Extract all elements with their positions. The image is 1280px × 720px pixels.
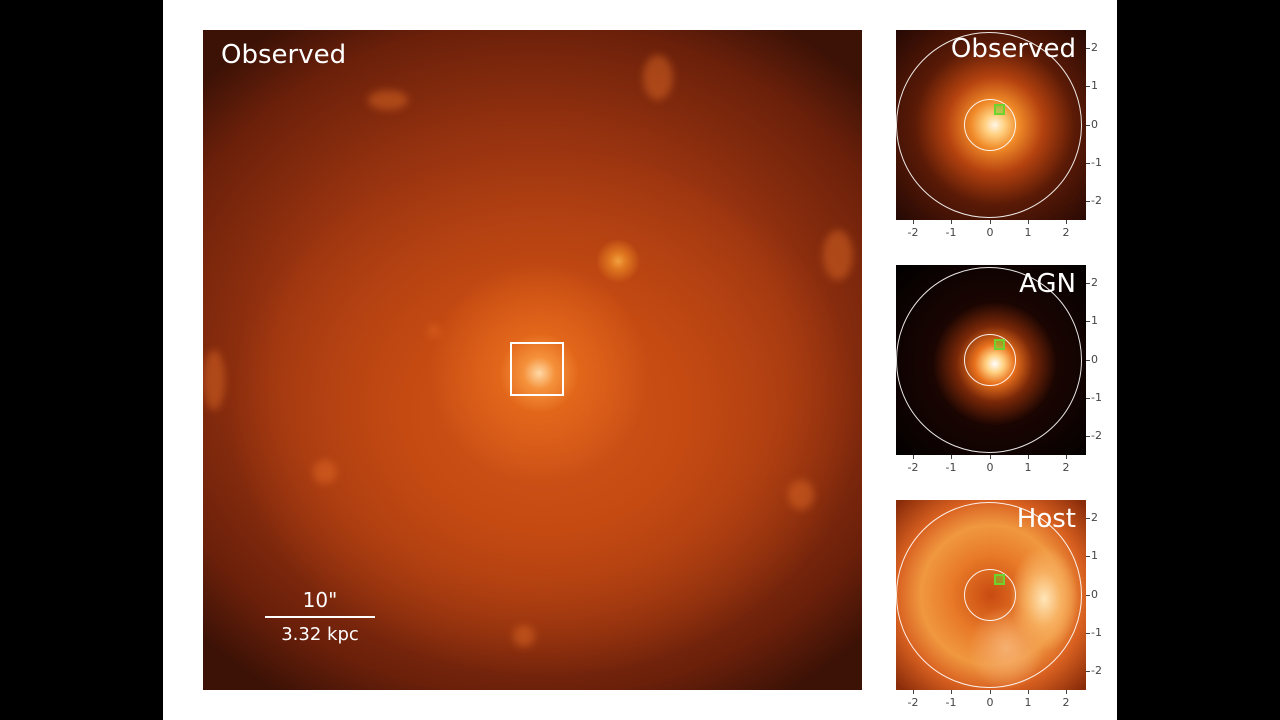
x-tick-mark [1028,690,1029,694]
inset-title: Observed [950,34,1076,64]
y-tick-label: 2 [1091,41,1098,54]
slide: Observed 10" 3.32 kpc Observed AGN Host … [163,0,1117,720]
y-tick-mark [1086,595,1090,596]
x-tick-mark [990,220,991,224]
x-tick-mark [951,455,952,459]
outer-aperture-circle [896,267,1082,453]
x-tick-label: 0 [986,696,994,709]
y-tick-mark [1086,633,1090,634]
y-tick-label: -1 [1091,156,1102,169]
y-tick-mark [1086,671,1090,672]
scale-bar-physical-label: 3.32 kpc [281,624,359,645]
outer-aperture-circle [896,32,1082,218]
marker-square [994,104,1005,115]
x-tick-label: -2 [907,696,919,709]
x-tick-mark [1028,220,1029,224]
inset-observed: Observed [896,30,1086,220]
hii-region [513,625,535,647]
y-tick-label: 0 [1091,353,1098,366]
marker-square [994,574,1005,585]
x-tick-label: 0 [986,226,994,239]
y-tick-label: -2 [1091,664,1102,677]
x-tick-label: -1 [945,226,957,239]
y-tick-label: 1 [1091,314,1098,327]
y-tick-mark [1086,163,1090,164]
x-tick-label: 2 [1062,696,1070,709]
y-tick-mark [1086,518,1090,519]
hii-region [643,55,673,100]
inner-aperture-circle [964,334,1016,386]
y-tick-mark [1086,201,1090,202]
main-panel-title: Observed [221,40,347,70]
x-tick-mark [913,690,914,694]
hii-region [203,350,225,410]
main-galaxy-image: Observed 10" 3.32 kpc [203,30,862,690]
x-tick-label: 1 [1024,461,1032,474]
y-tick-label: -1 [1091,626,1102,639]
inset-host: Host [896,500,1086,690]
inner-aperture-circle [964,99,1016,151]
y-tick-label: 2 [1091,511,1098,524]
x-tick-label: 1 [1024,226,1032,239]
y-tick-mark [1086,321,1090,322]
scale-bar [265,616,375,618]
x-tick-label: 0 [986,461,994,474]
x-tick-mark [951,220,952,224]
hii-region [313,460,337,484]
y-tick-mark [1086,398,1090,399]
inset-title: AGN [1019,269,1076,299]
zoom-region-box [510,342,564,396]
x-tick-mark [1066,690,1067,694]
x-tick-mark [1028,455,1029,459]
y-tick-mark [1086,556,1090,557]
y-tick-label: -2 [1091,194,1102,207]
hii-region [823,230,853,280]
x-tick-mark [1066,220,1067,224]
hii-region [428,325,440,337]
x-tick-mark [990,455,991,459]
inner-aperture-circle [964,569,1016,621]
x-tick-mark [1066,455,1067,459]
y-tick-mark [1086,48,1090,49]
inset-title: Host [1016,504,1076,534]
scale-bar-angular-label: 10" [302,588,338,612]
y-tick-mark [1086,125,1090,126]
x-tick-mark [990,690,991,694]
inset-agn: AGN [896,265,1086,455]
y-tick-label: -1 [1091,391,1102,404]
x-tick-label: 2 [1062,226,1070,239]
x-tick-mark [913,220,914,224]
x-tick-label: -1 [945,696,957,709]
y-tick-label: 2 [1091,276,1098,289]
x-tick-mark [951,690,952,694]
x-tick-label: 2 [1062,461,1070,474]
y-tick-mark [1086,86,1090,87]
x-tick-mark [913,455,914,459]
x-tick-label: -2 [907,226,919,239]
outer-aperture-circle [896,502,1082,688]
y-tick-label: 1 [1091,549,1098,562]
hii-region [368,90,408,110]
y-tick-mark [1086,283,1090,284]
hii-region [788,480,814,510]
y-tick-label: 0 [1091,118,1098,131]
x-tick-label: -2 [907,461,919,474]
y-tick-label: 1 [1091,79,1098,92]
y-tick-label: -2 [1091,429,1102,442]
x-tick-label: -1 [945,461,957,474]
y-tick-mark [1086,436,1090,437]
x-tick-label: 1 [1024,696,1032,709]
y-tick-label: 0 [1091,588,1098,601]
y-tick-mark [1086,360,1090,361]
marker-square [994,339,1005,350]
